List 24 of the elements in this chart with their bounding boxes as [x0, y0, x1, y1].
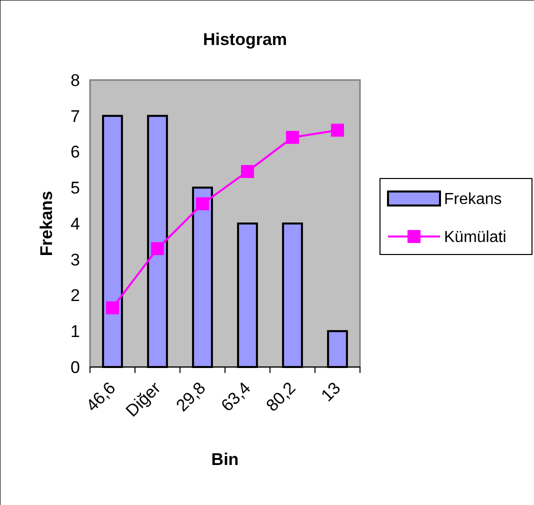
- point: [151, 242, 164, 256]
- point: [106, 301, 119, 314]
- y-tick-label: 1: [70, 322, 80, 342]
- legend-label: Frekans: [444, 191, 502, 208]
- y-tick-label: 4: [70, 214, 80, 234]
- x-tick-label: 63,4: [217, 378, 254, 416]
- legend-label: Kümülati: [444, 229, 506, 246]
- y-tick-label: 7: [70, 106, 80, 126]
- x-tick-label: 80,2: [262, 378, 300, 416]
- y-tick-label: 5: [70, 178, 80, 198]
- point: [331, 124, 344, 137]
- y-axis-title: Frekans: [37, 190, 56, 256]
- y-tick-label: 3: [70, 250, 80, 270]
- point: [286, 130, 299, 144]
- y-tick-label: 2: [70, 286, 80, 306]
- y-tick-label: 8: [70, 70, 80, 90]
- point: [196, 197, 209, 210]
- chart-title: Histogram: [202, 30, 288, 49]
- x-tick-label: 13: [318, 378, 344, 406]
- point: [241, 164, 254, 178]
- y-tick-label: 6: [70, 142, 80, 162]
- x-axis-title: Bin: [211, 450, 239, 469]
- x-tick-label: 46,6: [82, 378, 120, 416]
- y-tick-label: 0: [70, 358, 80, 377]
